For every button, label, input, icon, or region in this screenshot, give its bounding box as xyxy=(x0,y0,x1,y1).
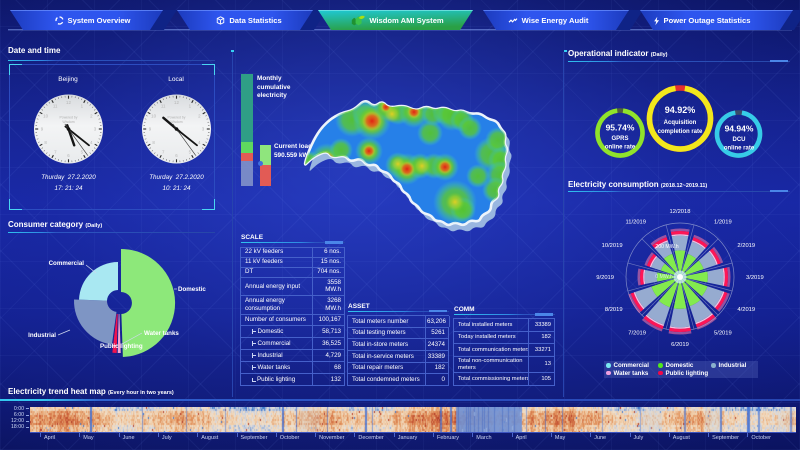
svg-text:9: 9 xyxy=(41,127,44,132)
svg-text:7/2019: 7/2019 xyxy=(628,330,646,336)
svg-text:8: 8 xyxy=(44,140,47,145)
svg-text:5: 5 xyxy=(81,150,84,155)
svg-text:6: 6 xyxy=(67,153,70,158)
svg-text:11/2019: 11/2019 xyxy=(625,220,646,226)
svg-text:3/2019: 3/2019 xyxy=(746,275,764,281)
svg-text:1: 1 xyxy=(189,104,192,109)
svg-text:7: 7 xyxy=(162,150,165,155)
svg-text:GPRS: GPRS xyxy=(611,136,628,142)
svg-text:10: 10 xyxy=(151,113,156,118)
svg-text:9/2019: 9/2019 xyxy=(596,275,614,281)
svg-text:Powered by: Powered by xyxy=(60,116,78,120)
svg-text:Commercial: Commercial xyxy=(49,260,85,267)
svg-text:12: 12 xyxy=(174,100,179,105)
svg-text:94.92%: 94.92% xyxy=(665,105,696,115)
svg-text:online rate: online rate xyxy=(605,145,636,151)
svg-text:Public lighting: Public lighting xyxy=(100,343,143,350)
svg-text:5/2019: 5/2019 xyxy=(714,330,732,336)
svg-text:Powered by: Powered by xyxy=(168,116,186,120)
svg-text:6/2019: 6/2019 xyxy=(671,342,689,348)
svg-text:5: 5 xyxy=(189,150,192,155)
svg-text:Acquisition: Acquisition xyxy=(664,120,697,126)
svg-text:Wisdom: Wisdom xyxy=(170,120,182,124)
svg-text:8: 8 xyxy=(152,140,155,145)
svg-text:Wisdom: Wisdom xyxy=(62,120,74,124)
svg-text:94.94%: 94.94% xyxy=(725,124,754,134)
svg-text:2: 2 xyxy=(198,113,201,118)
svg-text:1/2019: 1/2019 xyxy=(714,220,732,226)
svg-text:online rate: online rate xyxy=(724,146,755,152)
svg-text:Water tanks: Water tanks xyxy=(144,330,179,337)
svg-text:3: 3 xyxy=(94,127,97,132)
svg-text:Industrial: Industrial xyxy=(28,332,56,339)
svg-text:95.74%: 95.74% xyxy=(606,123,635,133)
svg-text:10/2019: 10/2019 xyxy=(602,243,623,249)
svg-text:7: 7 xyxy=(54,150,57,155)
svg-text:11: 11 xyxy=(161,104,166,109)
svg-text:4/2019: 4/2019 xyxy=(737,307,755,313)
svg-text:3: 3 xyxy=(202,127,205,132)
svg-text:DCU: DCU xyxy=(733,137,746,143)
svg-text:0 MW.h: 0 MW.h xyxy=(655,274,673,280)
svg-text:10: 10 xyxy=(43,113,48,118)
svg-text:11: 11 xyxy=(53,104,58,109)
svg-text:12: 12 xyxy=(66,100,71,105)
svg-text:1: 1 xyxy=(81,104,84,109)
svg-text:completion rate: completion rate xyxy=(658,129,703,135)
svg-text:Domestic: Domestic xyxy=(178,286,206,293)
svg-text:6: 6 xyxy=(175,153,178,158)
svg-text:4: 4 xyxy=(198,140,201,145)
svg-text:2: 2 xyxy=(90,113,93,118)
svg-text:4: 4 xyxy=(90,140,93,145)
svg-text:8/2019: 8/2019 xyxy=(605,307,623,313)
svg-text:200 MW.h: 200 MW.h xyxy=(655,244,678,250)
svg-text:12/2018: 12/2018 xyxy=(670,209,691,215)
svg-text:9: 9 xyxy=(149,127,152,132)
svg-text:2/2019: 2/2019 xyxy=(737,243,755,249)
